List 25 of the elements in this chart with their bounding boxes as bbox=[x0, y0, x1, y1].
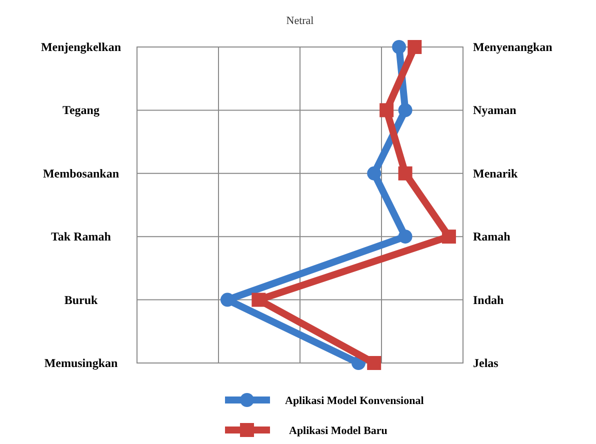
y-tick-label: Tak Ramah bbox=[51, 230, 112, 244]
point bbox=[408, 40, 422, 54]
y-tick-label: Tegang bbox=[62, 103, 100, 118]
point bbox=[392, 40, 406, 54]
y-tick-label: Membosankan bbox=[42, 166, 120, 180]
point bbox=[398, 230, 412, 244]
y2-tick-label: Indah bbox=[473, 292, 504, 307]
y2-tick-label: Nyaman bbox=[473, 103, 517, 118]
y-tick-label: Buruk bbox=[64, 292, 98, 307]
y-tick-label: Memusingkan bbox=[44, 356, 118, 370]
point bbox=[398, 166, 412, 180]
y2-tick-label: Jelas bbox=[473, 356, 499, 370]
point bbox=[398, 103, 412, 118]
y-tick-label: Menjengkelkan bbox=[40, 40, 122, 54]
legend-label: Aplikasi Model Baru bbox=[289, 425, 388, 437]
point bbox=[367, 356, 382, 370]
legend-label: Aplikasi Model Konvensional bbox=[285, 395, 424, 407]
point bbox=[442, 230, 456, 244]
chart-title: Netral bbox=[286, 15, 314, 27]
point bbox=[380, 103, 394, 118]
point bbox=[367, 166, 382, 180]
y2-tick-label: Menarik bbox=[473, 166, 518, 180]
y2-tick-label: Menyenangkan bbox=[473, 40, 553, 54]
point bbox=[252, 292, 266, 307]
y2-tick-label: Ramah bbox=[473, 230, 511, 244]
